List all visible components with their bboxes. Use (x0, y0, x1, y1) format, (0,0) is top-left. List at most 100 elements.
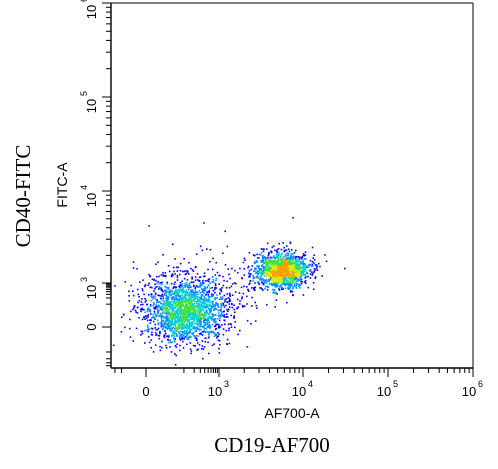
event-dot (290, 269, 292, 271)
event-dot (214, 319, 216, 322)
y-axis-marker-label: CD40-FITC (11, 145, 35, 248)
event-dot (174, 338, 177, 340)
event-dot (186, 305, 189, 307)
event-dot (194, 327, 196, 329)
event-dot (200, 295, 203, 298)
event-dot (146, 329, 149, 331)
event-dot (252, 274, 254, 277)
event-dot (181, 304, 183, 307)
event-dot (155, 263, 157, 265)
event-dot (288, 269, 290, 272)
y-tick-label: 0 (84, 323, 99, 330)
event-dot (161, 281, 163, 284)
event-dot (162, 274, 165, 276)
event-dot (221, 324, 223, 326)
event-dot (168, 270, 171, 273)
event-dot (302, 271, 304, 273)
event-dot (292, 294, 294, 297)
event-dot (267, 269, 269, 271)
event-dot (169, 304, 171, 307)
event-dot (303, 265, 306, 268)
event-dot (268, 275, 271, 278)
event-dot (114, 285, 116, 287)
event-dot (175, 292, 177, 294)
event-dot (141, 332, 144, 335)
event-dot (287, 267, 289, 270)
event-dot (155, 315, 157, 318)
event-dot (218, 339, 221, 342)
event-dot (204, 323, 207, 326)
event-dot (124, 281, 127, 283)
y-tick-exponent: 4 (79, 185, 89, 190)
event-dot (300, 275, 302, 278)
event-dot (291, 261, 293, 263)
event-dot (194, 345, 196, 347)
event-dot (168, 293, 171, 295)
event-dot (205, 319, 207, 322)
event-dot (202, 308, 204, 311)
event-dot (299, 287, 301, 289)
event-dot (180, 314, 182, 317)
event-dot (183, 291, 186, 293)
event-dot (297, 267, 299, 269)
event-dot (189, 309, 191, 311)
event-dot (162, 323, 165, 325)
event-dot (189, 304, 192, 306)
event-dot (173, 270, 175, 273)
event-dot (199, 308, 202, 310)
event-dot (144, 318, 146, 320)
event-dot (160, 325, 163, 328)
event-dot (270, 263, 272, 265)
event-dot (287, 253, 290, 255)
event-dot (176, 274, 179, 277)
event-dot (154, 344, 157, 346)
event-dot (159, 312, 162, 315)
event-dot (218, 298, 221, 300)
event-dot (243, 285, 245, 288)
event-dot (169, 330, 172, 332)
event-dot (239, 267, 241, 270)
event-dot (268, 267, 271, 269)
event-dot (162, 295, 164, 297)
event-dot (311, 261, 314, 263)
event-dot (201, 313, 203, 316)
event-dot (165, 315, 168, 317)
event-dot (260, 279, 263, 281)
event-dot (151, 331, 153, 334)
event-dot (162, 275, 164, 277)
event-dot (277, 254, 279, 257)
event-dot (247, 290, 250, 293)
event-dot (191, 289, 193, 292)
event-dot (265, 272, 268, 274)
event-dot (174, 289, 177, 291)
event-dot (215, 261, 217, 264)
event-dot (159, 287, 161, 289)
event-dot (188, 297, 190, 300)
event-dot (207, 319, 210, 322)
event-dot (140, 330, 143, 333)
event-dot (273, 259, 275, 262)
event-dot (237, 306, 240, 308)
event-dot (274, 249, 276, 252)
event-dot (277, 269, 280, 272)
event-dot (209, 311, 212, 313)
event-dot (281, 278, 283, 280)
event-dot (307, 275, 309, 278)
event-dot (157, 294, 159, 296)
event-dot (316, 269, 319, 271)
event-dot (176, 334, 179, 337)
event-dot (214, 334, 217, 337)
event-dot (163, 311, 165, 314)
event-dot (294, 273, 296, 275)
event-dot (207, 278, 210, 281)
event-dot (183, 314, 186, 317)
event-dot (198, 344, 201, 346)
event-dot (167, 265, 170, 267)
event-dot (152, 297, 154, 300)
event-dot (178, 323, 181, 325)
event-dot (203, 275, 206, 277)
event-dot (164, 309, 167, 311)
plot-frame (110, 2, 474, 369)
event-dot (295, 262, 297, 264)
